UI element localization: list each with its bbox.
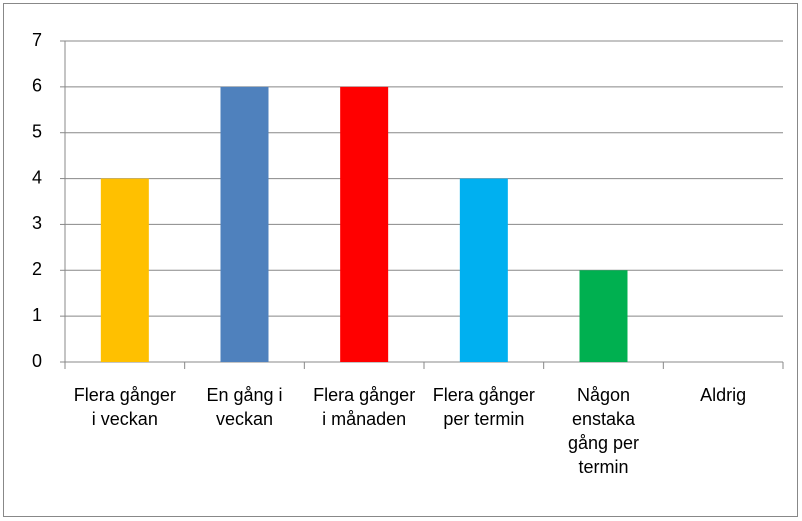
bar xyxy=(579,270,628,362)
x-tick-label: Någon enstaka gång per termin xyxy=(567,385,640,477)
bar xyxy=(220,86,269,362)
y-tick-label: 4 xyxy=(32,167,42,187)
y-tick-label: 5 xyxy=(32,121,42,141)
y-tick-label: 3 xyxy=(32,213,42,233)
x-tick-label: Aldrig xyxy=(700,385,747,405)
bar xyxy=(100,178,149,362)
bar xyxy=(459,178,508,362)
bar xyxy=(340,86,389,362)
x-tick-label: Flera gånger i veckan xyxy=(73,385,176,429)
y-tick-label: 0 xyxy=(32,351,42,371)
chart-frame xyxy=(3,3,798,517)
y-tick-label: 6 xyxy=(32,76,42,96)
y-tick-label: 2 xyxy=(32,259,42,279)
y-tick-label: 1 xyxy=(32,305,42,325)
x-tick-label: Flera gånger i månaden xyxy=(313,385,416,429)
x-tick-label: Flera gånger per termin xyxy=(432,385,535,429)
x-tick-label: En gång i veckan xyxy=(206,385,283,429)
y-tick-label: 7 xyxy=(32,30,42,50)
